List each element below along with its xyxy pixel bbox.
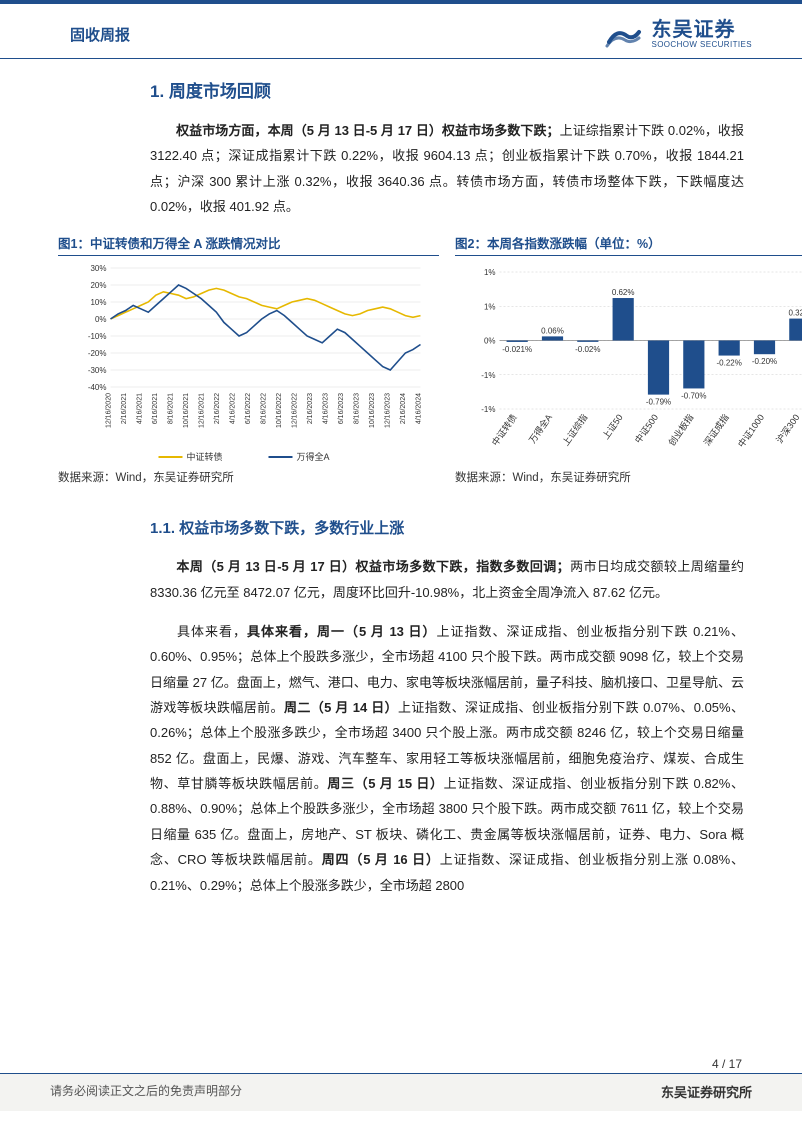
svg-text:12/16/2022: 12/16/2022 [292,393,299,428]
svg-text:4/16/2021: 4/16/2021 [137,393,144,424]
svg-text:-20%: -20% [88,349,107,358]
para-lead: 本周（5 月 13 日-5 月 17 日）权益市场多数下跌，指数多数回调； [176,559,570,574]
svg-text:1%: 1% [484,268,496,277]
svg-text:12/16/2021: 12/16/2021 [199,393,206,428]
svg-text:中证转债: 中证转债 [489,412,519,448]
svg-text:-40%: -40% [88,383,107,392]
svg-text:-30%: -30% [88,366,107,375]
svg-text:0.06%: 0.06% [541,327,564,336]
section-1-number: 1. [150,82,164,101]
p2d: 周二（5 月 14 日） [284,700,398,715]
svg-text:上证50: 上证50 [601,413,625,442]
section-1-heading: 1. 周度市场回顾 [150,77,744,102]
svg-text:2/16/2024: 2/16/2024 [400,393,407,424]
svg-text:0.62%: 0.62% [612,288,635,297]
section-1-para-1: 权益市场方面，本周（5 月 13 日-5 月 17 日）权益市场多数下跌；上证综… [150,118,744,219]
chart-1-block: 图1：中证转债和万得全 A 涨跌情况对比 -40% -30% -20% -10% 0% 1… [58,233,439,485]
svg-text:-0.79%: -0.79% [646,398,671,407]
svg-text:-1%: -1% [481,371,495,380]
svg-text:6/16/2023: 6/16/2023 [338,393,345,424]
svg-text:中证转债: 中证转债 [187,451,223,462]
svg-text:上证综指: 上证综指 [560,412,590,448]
logo-english-name: SOOCHOW SECURITIES [651,41,752,50]
svg-text:2/16/2023: 2/16/2023 [307,393,314,424]
svg-text:-1%: -1% [481,405,495,414]
svg-text:2/16/2021: 2/16/2021 [121,393,128,424]
section-1-1-number: 1.1. [150,520,175,537]
p2h: 周四（5 月 16 日） [322,852,440,867]
svg-text:-0.20%: -0.20% [752,358,777,367]
svg-text:沪深300: 沪深300 [774,412,802,445]
svg-text:10/16/2022: 10/16/2022 [276,393,283,428]
p2b: 具体来看，周一（5 月 13 日） [247,624,437,639]
chart-2-source: 数据来源：Wind，东吴证券研究所 [455,469,802,485]
section-1-1-para-2: 具体来看，具体来看，周一（5 月 13 日）上证指数、深证成指、创业板指分别下跌… [150,619,744,898]
svg-text:4/16/2023: 4/16/2023 [323,393,330,424]
main-content: 1. 周度市场回顾 权益市场方面，本周（5 月 13 日-5 月 17 日）权益… [0,59,802,898]
report-type-label: 固收周报 [70,24,130,45]
svg-text:-0.70%: -0.70% [681,392,706,401]
section-1-1-para-1: 本周（5 月 13 日-5 月 17 日）权益市场多数下跌，指数多数回调；两市日… [150,554,744,605]
page-number: 4 / 17 [712,1057,742,1071]
svg-text:0%: 0% [95,315,107,324]
chart-1-title: 图1：中证转债和万得全 A 涨跌情况对比 [58,233,439,256]
svg-text:30%: 30% [90,264,106,273]
svg-text:12/16/2023: 12/16/2023 [385,393,392,428]
chart-2-title: 图2：本周各指数涨跌幅（单位：%） [455,233,802,256]
p2a: 具体来看， [176,624,247,639]
chart-2-block: 图2：本周各指数涨跌幅（单位：%） -1% -1% 0% 1% 1% -0.021% 中证转… [455,233,802,485]
svg-text:-0.02%: -0.02% [575,345,600,354]
svg-text:1%: 1% [484,303,496,312]
logo-icon [605,18,643,50]
para-lead: 权益市场方面，本周（5 月 13 日-5 月 17 日）权益市场多数下跌； [176,123,560,138]
chart-2-canvas: -1% -1% 0% 1% 1% -0.021% 中证转债 0.06% 万得全A -0.02% 上证… [455,260,802,465]
svg-text:20%: 20% [90,281,106,290]
p2f: 周三（5 月 15 日） [327,776,443,791]
svg-text:8/16/2023: 8/16/2023 [354,393,361,424]
svg-text:8/16/2021: 8/16/2021 [168,393,175,424]
page-header: 固收周报 东吴证券 SOOCHOW SECURITIES [0,4,802,59]
svg-text:10/16/2023: 10/16/2023 [369,393,376,428]
institute-name: 东吴证券研究所 [661,1082,752,1111]
disclaimer-text: 请务必阅读正文之后的免责声明部分 [50,1082,242,1111]
svg-text:万得全A: 万得全A [526,412,554,445]
svg-text:0.32%: 0.32% [788,309,802,318]
section-1-1-title: 权益市场多数下跌，多数行业上涨 [179,520,404,537]
svg-text:创业板指: 创业板指 [666,412,696,448]
charts-row: 图1：中证转债和万得全 A 涨跌情况对比 -40% -30% -20% -10% 0% 1… [58,233,802,495]
svg-text:2/16/2022: 2/16/2022 [214,393,221,424]
chart-1-source: 数据来源：Wind，东吴证券研究所 [58,469,439,485]
svg-text:12/16/2020: 12/16/2020 [106,393,113,428]
svg-text:-0.22%: -0.22% [716,359,741,368]
logo-chinese-name: 东吴证券 [651,19,752,41]
svg-text:中证500: 中证500 [632,412,660,445]
svg-text:8/16/2022: 8/16/2022 [261,393,268,424]
company-logo: 东吴证券 SOOCHOW SECURITIES [605,18,752,50]
svg-text:深证成指: 深证成指 [701,412,731,448]
chart-1-canvas: -40% -30% -20% -10% 0% 10% 20% 30% 12/16/2020 2/1… [58,260,439,465]
svg-text:10%: 10% [90,298,106,307]
svg-text:6/16/2022: 6/16/2022 [245,393,252,424]
svg-text:10/16/2021: 10/16/2021 [183,393,190,428]
svg-text:0%: 0% [484,337,496,346]
section-1-title: 周度市场回顾 [169,82,271,101]
svg-text:-10%: -10% [88,332,107,341]
svg-text:中证1000: 中证1000 [735,412,766,449]
page-footer: 请务必阅读正文之后的免责声明部分 东吴证券研究所 [0,1073,802,1111]
section-1-1-heading: 1.1. 权益市场多数下跌，多数行业上涨 [150,517,744,538]
svg-text:4/16/2024: 4/16/2024 [416,393,423,424]
svg-text:4/16/2022: 4/16/2022 [230,393,237,424]
svg-text:-0.021%: -0.021% [502,345,532,354]
svg-text:6/16/2021: 6/16/2021 [152,393,159,424]
svg-text:万得全A: 万得全A [297,451,330,462]
